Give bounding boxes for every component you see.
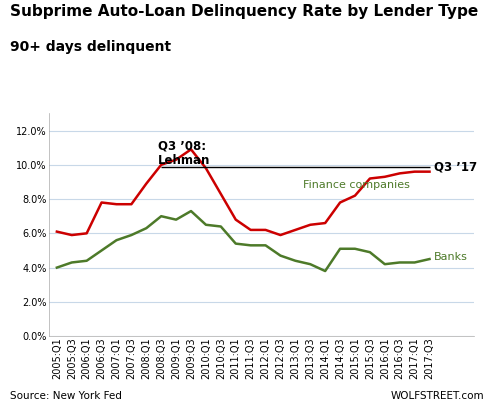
Text: 90+ days delinquent: 90+ days delinquent bbox=[10, 40, 171, 55]
Text: Subprime Auto-Loan Delinquency Rate by Lender Type: Subprime Auto-Loan Delinquency Rate by L… bbox=[10, 4, 478, 19]
Text: Source: New York Fed: Source: New York Fed bbox=[10, 391, 122, 401]
Text: Banks: Banks bbox=[434, 252, 468, 262]
Text: Finance companies: Finance companies bbox=[303, 180, 410, 190]
Text: Q3 ’17: Q3 ’17 bbox=[434, 160, 477, 173]
Text: Q3 ’08:
Lehman: Q3 ’08: Lehman bbox=[158, 139, 210, 167]
Text: WOLFSTREET.com: WOLFSTREET.com bbox=[390, 391, 484, 401]
